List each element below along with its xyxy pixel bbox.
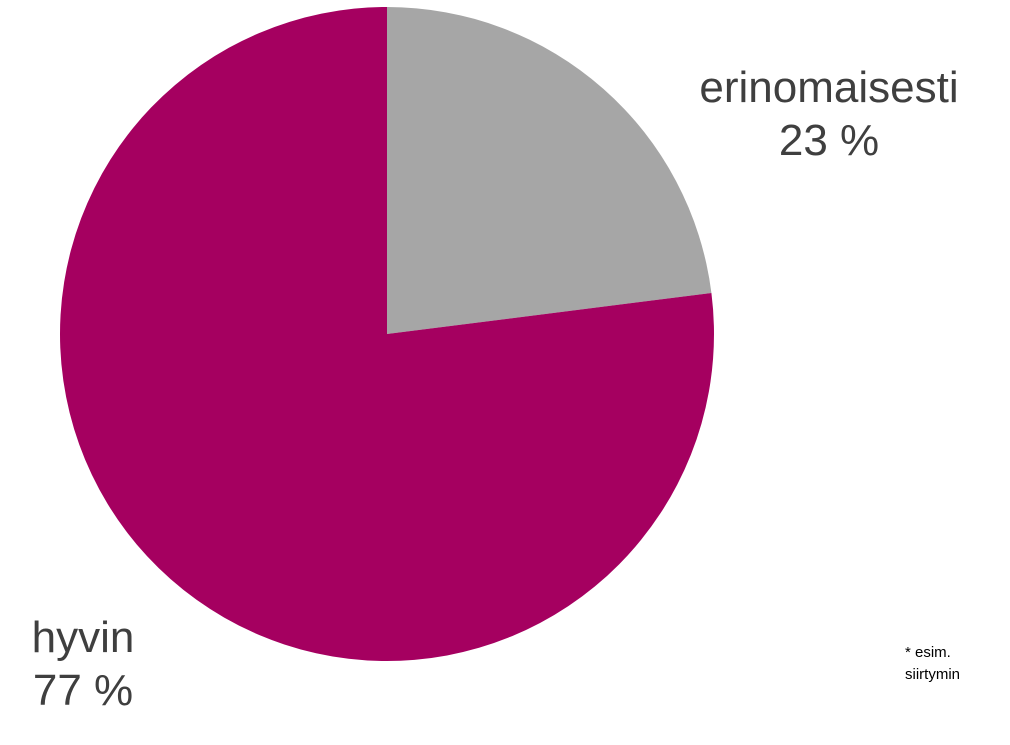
slice-value-erinomaisesti: 23 % — [778, 115, 880, 165]
slice-name-hyvin: hyvin — [31, 613, 135, 662]
pie-slice-hyvin — [59, 6, 714, 661]
slice-value-hyvin: 77 % — [32, 665, 134, 715]
footnote-line-2: siirtymin — [905, 665, 960, 683]
pie-slice-erinomaisesti — [387, 7, 712, 334]
slice-label-hyvin: hyvin 77 % — [8, 612, 158, 718]
slice-name-erinomaisesti: erinomaisesti — [699, 63, 959, 112]
footnote: * esim. siirtymin — [905, 642, 1010, 686]
footnote-line-1: * esim. — [905, 644, 951, 661]
slice-label-erinomaisesti: erinomaisesti 23 % — [654, 62, 1004, 168]
